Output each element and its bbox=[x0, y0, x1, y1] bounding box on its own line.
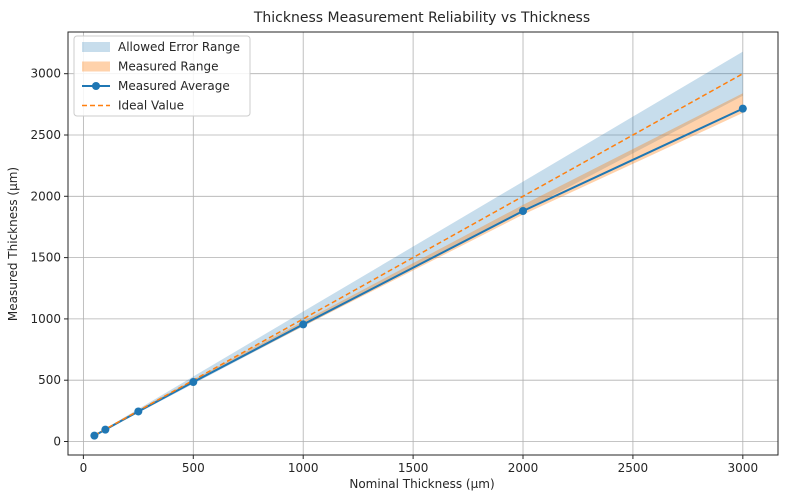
legend-marker bbox=[92, 82, 100, 90]
data-point bbox=[189, 378, 198, 387]
x-axis-ticks: 0 500 1000 1500 2000 2500 3000 bbox=[80, 455, 759, 475]
legend-entry: Ideal Value bbox=[118, 99, 184, 113]
y-tick-label: 0 bbox=[53, 435, 61, 449]
x-tick-label: 0 bbox=[80, 461, 88, 475]
legend-box bbox=[73, 35, 251, 117]
data-point bbox=[101, 425, 110, 434]
x-tick-label: 2500 bbox=[618, 461, 649, 475]
y-axis-label: Measured Thickness (µm) bbox=[6, 167, 20, 321]
y-tick-label: 1500 bbox=[30, 251, 61, 265]
y-tick-label: 2000 bbox=[30, 189, 61, 203]
y-tick-label: 3000 bbox=[30, 67, 61, 81]
data-point bbox=[299, 320, 308, 329]
grid-lines bbox=[68, 32, 778, 455]
allowed-error-range-band bbox=[94, 51, 743, 436]
x-tick-label: 2000 bbox=[508, 461, 539, 475]
data-point bbox=[90, 431, 99, 440]
legend-swatch bbox=[82, 42, 110, 52]
y-tick-label: 500 bbox=[38, 373, 61, 387]
legend-swatch bbox=[82, 61, 110, 72]
data-markers bbox=[90, 104, 747, 440]
x-tick-label: 1000 bbox=[288, 461, 319, 475]
y-tick-label: 2500 bbox=[30, 128, 61, 142]
legend-entry: Measured Average bbox=[118, 79, 230, 93]
data-point bbox=[134, 407, 143, 416]
data-point bbox=[738, 104, 747, 113]
x-tick-label: 1500 bbox=[398, 461, 429, 475]
legend-entry: Measured Range bbox=[118, 60, 218, 74]
legend: Allowed Error Range Measured Range Measure… bbox=[73, 35, 251, 117]
x-tick-label: 3000 bbox=[728, 461, 759, 475]
plot-frame bbox=[67, 31, 779, 456]
legend-entry: Allowed Error Range bbox=[118, 40, 240, 54]
data-point bbox=[519, 207, 528, 216]
x-axis-label: Nominal Thickness (µm) bbox=[349, 477, 494, 491]
x-tick-label: 500 bbox=[182, 461, 205, 475]
chart-title: Thickness Measurement Reliability vs Thi… bbox=[253, 10, 590, 26]
y-tick-label: 1000 bbox=[30, 312, 61, 326]
y-axis-ticks: 0 500 1000 1500 2000 2500 3000 bbox=[30, 67, 68, 449]
